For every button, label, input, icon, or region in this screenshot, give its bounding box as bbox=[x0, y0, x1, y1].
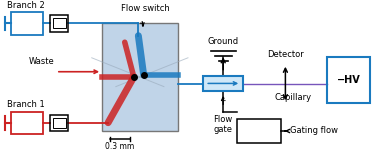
Bar bbox=[53, 18, 66, 28]
Text: Branch 1: Branch 1 bbox=[7, 100, 45, 109]
Bar bbox=[237, 119, 281, 143]
Bar bbox=[203, 76, 243, 91]
Text: Waste: Waste bbox=[28, 57, 54, 66]
Text: 0.3 mm: 0.3 mm bbox=[105, 142, 135, 151]
Bar bbox=[50, 115, 68, 131]
Text: Gating flow: Gating flow bbox=[290, 127, 338, 135]
Bar bbox=[11, 12, 43, 35]
Bar bbox=[327, 57, 370, 103]
Text: Ground: Ground bbox=[208, 37, 239, 46]
Bar bbox=[11, 112, 43, 134]
Text: −HV: −HV bbox=[337, 75, 361, 85]
Text: Flow
gate: Flow gate bbox=[214, 115, 233, 134]
Text: Detector: Detector bbox=[267, 50, 304, 59]
Text: Branch 2: Branch 2 bbox=[7, 1, 45, 10]
Bar bbox=[53, 118, 66, 128]
Text: Flow switch: Flow switch bbox=[121, 4, 170, 13]
Text: Capillary: Capillary bbox=[274, 93, 311, 102]
Bar bbox=[102, 23, 178, 131]
Bar bbox=[50, 15, 68, 32]
